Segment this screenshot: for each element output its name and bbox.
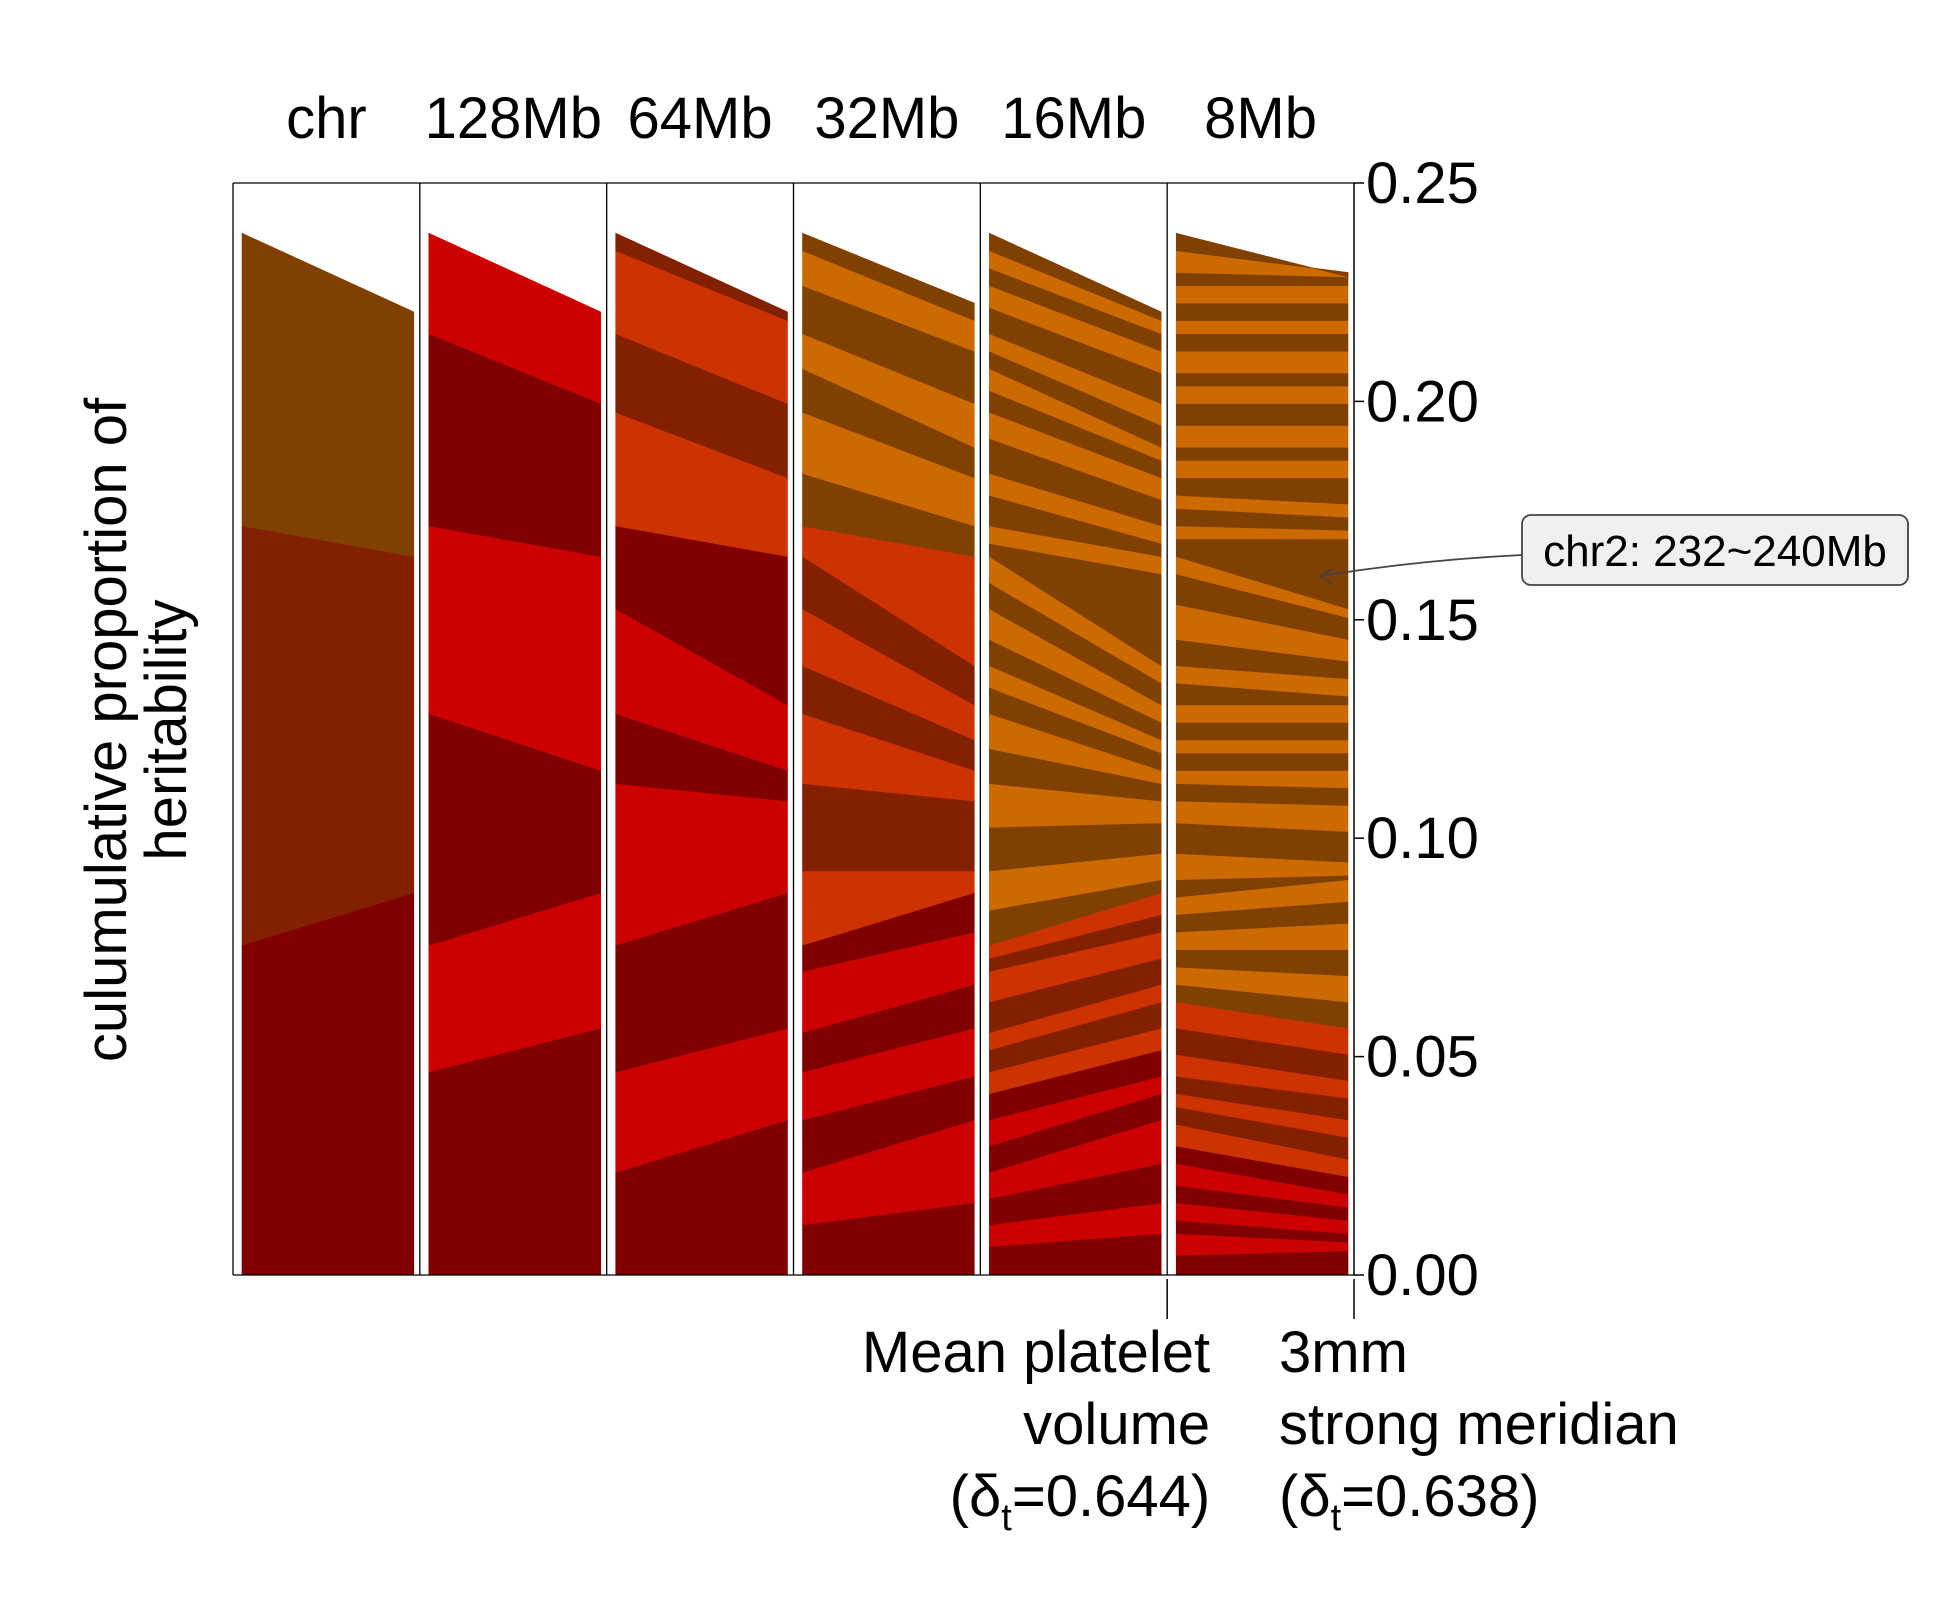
- band-8Mb-48: [1175, 333, 1349, 352]
- band-8Mb-26: [1175, 752, 1349, 771]
- band-8Mb-53: [1175, 250, 1349, 278]
- panel-128Mb: [428, 232, 602, 1276]
- panel-8Mb: [1175, 232, 1349, 1276]
- heritability-bands: [241, 232, 1349, 1276]
- resolution-labels: chr 128Mb 64Mb 32Mb 16Mb 8Mb: [286, 86, 1317, 151]
- panel-64Mb: [615, 232, 788, 1276]
- band-8Mb-47: [1175, 350, 1349, 374]
- trait-delta: (δt=0.638): [1279, 1464, 1540, 1539]
- annotation-box: [1521, 514, 1909, 586]
- band-chr-1: [241, 525, 415, 946]
- y-tick-label: 0.10: [1366, 806, 1479, 871]
- column-label-64Mb: 64Mb: [628, 86, 773, 151]
- trait-name-line: strong meridian: [1279, 1392, 1679, 1457]
- trait-labels: Mean platelet volume (δt=0.644) 3mm strong m…: [862, 1279, 1679, 1539]
- annotation-arrow: [1319, 554, 1523, 577]
- band-chr-0: [241, 892, 415, 1276]
- panel-16Mb: [988, 232, 1162, 1276]
- band-16Mb-40: [988, 232, 1162, 322]
- trait-1: 3mm strong meridian (δt=0.638): [1279, 1279, 1679, 1539]
- band-8Mb-29: [1175, 704, 1349, 723]
- band-8Mb-41: [1175, 460, 1349, 479]
- panel-frames: [232, 182, 1354, 1276]
- band-8Mb-44: [1175, 403, 1349, 426]
- band-8Mb-51: [1175, 285, 1349, 304]
- band-8Mb-50: [1175, 302, 1349, 321]
- annotation-text: chr2: 232~240Mb: [1543, 527, 1887, 576]
- column-label-8Mb: 8Mb: [1204, 86, 1317, 151]
- column-label-chr: chr: [286, 86, 367, 151]
- band-128Mb-5: [428, 232, 602, 405]
- y-tick-label: 0.25: [1366, 151, 1479, 216]
- trait-0: Mean platelet volume (δt=0.644): [862, 1279, 1210, 1539]
- y-axis-label-line2: heritability: [134, 599, 199, 860]
- trait-name-line: Mean platelet: [862, 1320, 1210, 1385]
- band-8Mb-46: [1175, 372, 1349, 387]
- trait-delta: (δt=0.644): [950, 1464, 1211, 1539]
- annotation: chr2: 232~240Mb: [1318, 514, 1909, 586]
- band-64Mb-10: [615, 232, 788, 322]
- band-8Mb-42: [1175, 446, 1349, 461]
- band-chr-2: [241, 232, 415, 557]
- trait-name-line: volume: [1023, 1392, 1210, 1457]
- trait-name-line: 3mm: [1279, 1320, 1408, 1385]
- y-tick-label: 0.00: [1366, 1243, 1479, 1308]
- band-8Mb-49: [1175, 320, 1349, 335]
- y-axis-label-line1: culumulative proportion of: [74, 397, 139, 1062]
- y-axis-label: culumulative proportion of heritability: [74, 397, 199, 1062]
- band-8Mb-54: [1175, 232, 1349, 278]
- column-label-32Mb: 32Mb: [814, 86, 959, 151]
- y-tick-label: 0.05: [1366, 1025, 1479, 1090]
- arrow-head: [1318, 567, 1334, 585]
- band-8Mb-27: [1175, 739, 1349, 754]
- y-axis: 0.00 0.05 0.10 0.15 0.20 0.25: [1353, 151, 1479, 1308]
- panel-32Mb: [802, 232, 975, 1276]
- band-8Mb-45: [1175, 385, 1349, 404]
- panel-chr: [241, 232, 415, 1276]
- y-tick-label: 0.15: [1366, 588, 1479, 653]
- column-label-16Mb: 16Mb: [1001, 86, 1146, 151]
- column-label-128Mb: 128Mb: [425, 86, 602, 151]
- band-32Mb-20: [802, 232, 975, 322]
- y-tick-label: 0.20: [1366, 369, 1479, 434]
- band-8Mb-43: [1175, 425, 1349, 448]
- band-8Mb-28: [1175, 722, 1349, 741]
